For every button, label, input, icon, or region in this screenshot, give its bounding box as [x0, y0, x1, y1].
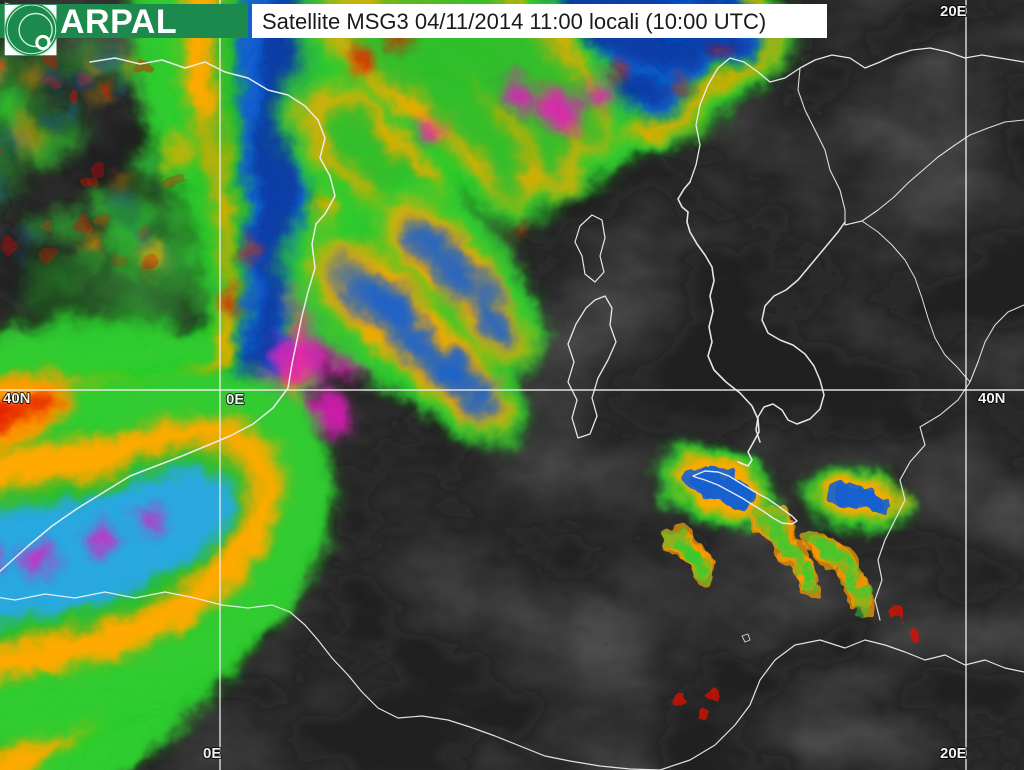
svg-text:0E: 0E [203, 745, 221, 762]
svg-text:20E: 20E [940, 745, 967, 762]
svg-text:ARPAL: ARPAL [60, 3, 177, 41]
svg-text:40N: 40N [978, 390, 1006, 407]
svg-text:Satellite MSG3 04/11/2014 11:0: Satellite MSG3 04/11/2014 11:00 locali (… [262, 9, 766, 34]
svg-text:20E: 20E [940, 3, 967, 20]
svg-text:40N: 40N [3, 390, 31, 407]
svg-text:0E: 0E [226, 391, 244, 408]
